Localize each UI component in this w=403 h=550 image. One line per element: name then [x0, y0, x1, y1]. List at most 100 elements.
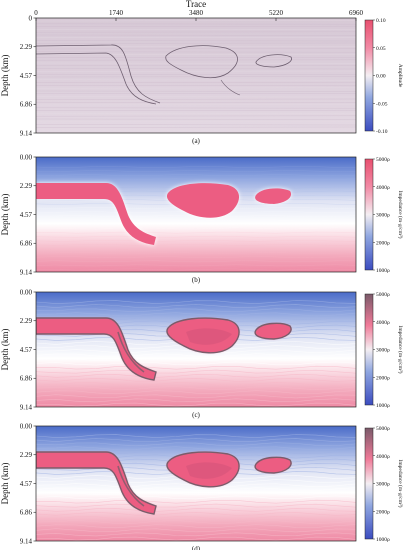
- sediment-layer: [36, 361, 356, 366]
- y-tick-label: 0.00: [20, 153, 33, 161]
- sediment-layer: [36, 227, 356, 230]
- colorbar-label: Amplitude: [397, 64, 403, 88]
- y-tick-label: 2.29: [20, 451, 33, 459]
- impedance-anomaly-1: [36, 317, 157, 381]
- y-tick-label: 4.57: [20, 72, 33, 80]
- colorbar-tick-label: 3000ρ: [376, 348, 390, 354]
- anomaly-inner: [186, 328, 232, 345]
- reflector-salt-base: [36, 52, 157, 105]
- reflector-body-1: [165, 45, 238, 79]
- y-tick-label: 2.29: [20, 43, 33, 51]
- sediment-layer: [36, 434, 356, 438]
- sediment-layer: [36, 398, 356, 403]
- sediment-layer: [36, 394, 356, 399]
- sediment-layer: [36, 487, 356, 492]
- sediment-layer: [36, 260, 356, 263]
- y-axis-title: Depth (km): [0, 463, 10, 505]
- colorbar: [364, 158, 374, 271]
- sediment-layer: [36, 240, 356, 242]
- sediment-layer: [36, 491, 356, 496]
- y-tick-label: 4.57: [20, 346, 33, 354]
- sediment-layer: [36, 264, 356, 267]
- sediment-layer: [36, 223, 356, 226]
- colorbar-tick-label: 5000ρ: [376, 157, 390, 163]
- colorbar-label: Impedance (m·g/cm³): [397, 460, 403, 508]
- colorbar-tick-label: 4000ρ: [376, 454, 390, 460]
- y-axis-title: Depth (km): [0, 194, 10, 236]
- x-tick-label: 0: [34, 9, 38, 17]
- sediment-layer: [36, 516, 356, 520]
- sediment-layer: [36, 248, 356, 250]
- panel-label: (a): [192, 137, 200, 145]
- panel-1: 0 1740 3480 5220 6960 Trace 0 2.29 4.57 6.86 9.14 D…: [0, 0, 403, 145]
- sediment-layer: [36, 378, 356, 382]
- anomaly-inner: [186, 462, 232, 479]
- y-tick-label: 0.00: [20, 422, 33, 430]
- y-tick-label: 6.86: [20, 101, 33, 109]
- sediment-layer: [36, 252, 356, 254]
- colorbar-tick-label: 3000ρ: [376, 213, 390, 219]
- colorbar-label: Impedance (m·g/cm³): [397, 191, 403, 239]
- sediment-layer: [36, 244, 356, 246]
- panel-2: 0.00 2.29 4.57 6.86 9.14 Depth (km) (b) 5000ρ 40…: [0, 153, 403, 284]
- colorbar-tick-label: 4000ρ: [376, 185, 390, 191]
- y-tick-label: 9.14: [20, 403, 33, 411]
- sediment-layer: [36, 442, 356, 447]
- impedance-anomaly-3: [254, 322, 292, 340]
- impedance-anomaly-3: [254, 456, 292, 474]
- sediment-layer: [36, 353, 356, 358]
- colorbar: [364, 293, 374, 406]
- panel-4: 0.00 2.29 4.57 6.86 9.14 Depth (km) (d) 5000ρ 40…: [0, 422, 403, 550]
- x-tick-label: 6960: [349, 9, 364, 17]
- y-tick-label: 9.14: [20, 129, 33, 137]
- y-tick-label: 9.14: [20, 268, 33, 276]
- y-axis-title: Depth (km): [0, 55, 10, 97]
- impedance-anomaly-1: [36, 183, 156, 245]
- colorbar-tick-label: 5000ρ: [376, 292, 390, 298]
- y-tick-label: 2.29: [20, 182, 33, 190]
- sediment-layer: [36, 520, 356, 524]
- plot-area: [36, 292, 356, 407]
- colorbar-tick-label: 1000ρ: [376, 403, 390, 409]
- sediment-layer: [36, 536, 356, 541]
- y-tick-label: 0: [29, 14, 33, 22]
- sediment-layer: [36, 390, 356, 395]
- sediment-layer: [36, 495, 356, 500]
- anomaly-edge: [117, 331, 145, 373]
- panel-3: 0.00 2.29 4.57 6.86 9.14 Depth (km) (c) 5000ρ 40…: [0, 288, 403, 419]
- sediment-layer: [36, 528, 356, 533]
- colorbar-tick-label: -0.10: [376, 129, 388, 135]
- sediment-layer: [36, 178, 356, 181]
- x-tick-label: 3480: [189, 9, 204, 17]
- colorbar-tick-label: 0.00: [376, 74, 386, 80]
- colorbar-tick-label: 1000ρ: [376, 268, 390, 274]
- x-axis-title: Trace: [186, 0, 206, 9]
- colorbar-tick-label: 4000ρ: [376, 320, 390, 326]
- reflector-body-2: [255, 54, 293, 68]
- sediment-layer: [36, 166, 356, 168]
- sediment-layer: [36, 524, 356, 529]
- sediment-layer: [36, 507, 356, 512]
- sediment-layer: [36, 532, 356, 537]
- sediment-layer: [36, 386, 356, 390]
- sediment-layer: [36, 174, 356, 176]
- sediment-layer: [36, 170, 356, 172]
- y-axis-title: Depth (km): [0, 329, 10, 371]
- colorbar-tick-label: 2000ρ: [376, 375, 390, 381]
- panel-label: (c): [192, 411, 200, 419]
- sediment-layer: [36, 382, 356, 386]
- y-tick-label: 4.57: [20, 480, 33, 488]
- y-tick-label: 6.86: [20, 240, 33, 248]
- plot-area: [36, 18, 356, 133]
- colorbar: [364, 19, 374, 132]
- impedance-anomaly-2: [166, 183, 240, 218]
- colorbar-tick-label: -0.05: [376, 101, 388, 107]
- y-tick-label: 9.14: [20, 537, 33, 545]
- sediment-layer: [36, 235, 356, 238]
- x-tick-label: 1740: [109, 9, 124, 17]
- colorbar-tick-label: 0.05: [376, 46, 386, 52]
- sediment-layer: [36, 365, 356, 370]
- sediment-layer: [36, 499, 356, 504]
- reflector-fault: [220, 79, 241, 96]
